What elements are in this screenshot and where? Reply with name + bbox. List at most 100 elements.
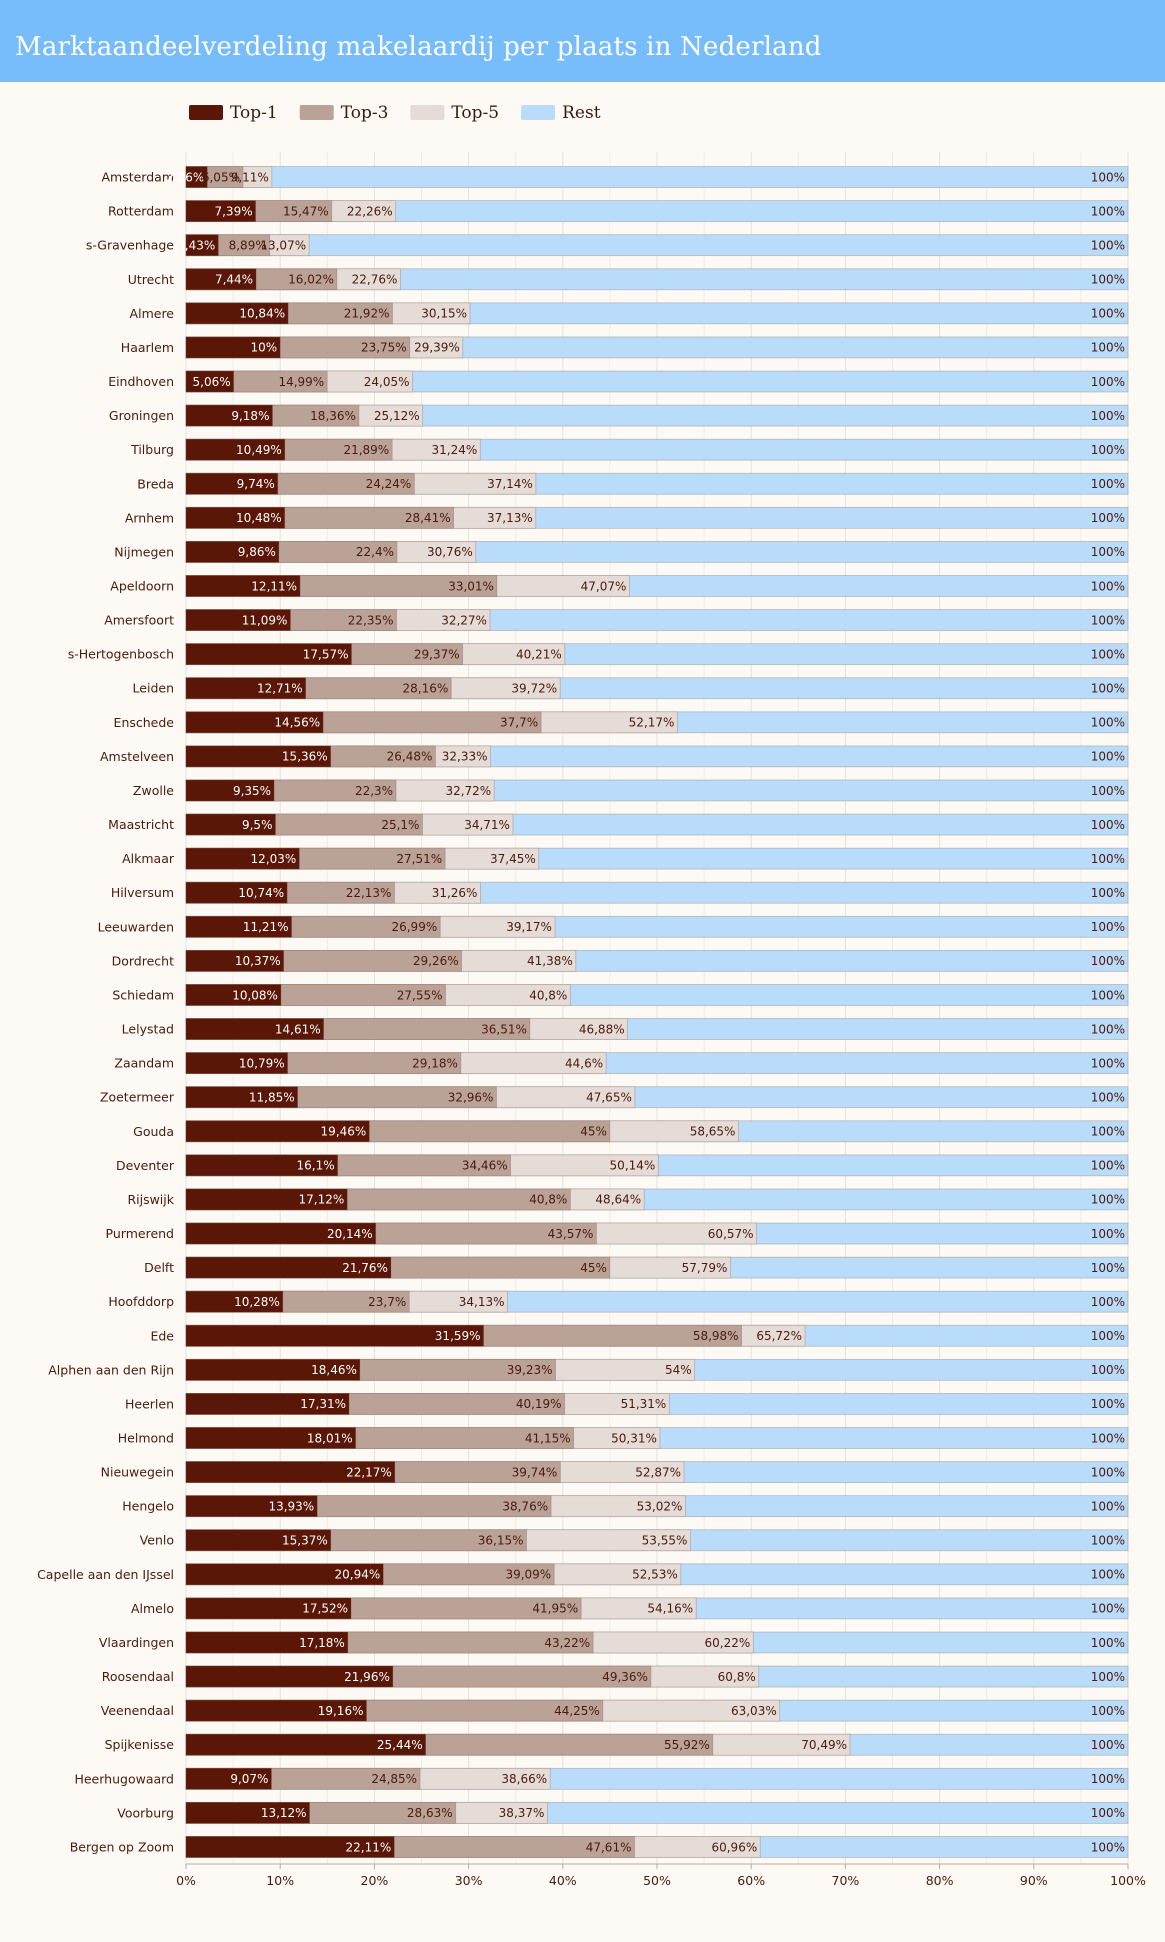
row-label: Voorburg bbox=[117, 1805, 174, 1820]
value-label-top1: 9,86% bbox=[238, 545, 276, 559]
value-label-rest: 100% bbox=[1091, 647, 1125, 661]
value-label-top1: 9,74% bbox=[237, 477, 275, 491]
value-label-rest: 100% bbox=[1091, 1159, 1125, 1173]
bar-row: Zoetermeer 11,85% 32,96% 47,65% 100% bbox=[100, 1086, 1129, 1109]
value-label-top3: 26,48% bbox=[387, 750, 433, 764]
value-label-top5: 37,45% bbox=[490, 852, 536, 866]
bar-top1 bbox=[185, 609, 291, 631]
value-label-rest: 100% bbox=[1091, 1193, 1125, 1207]
value-label-top1: 9,5% bbox=[242, 818, 273, 832]
bar-top1 bbox=[185, 1154, 339, 1177]
bar-top1 bbox=[185, 302, 289, 325]
bar-top1 bbox=[185, 506, 286, 529]
value-label-top5: 32,72% bbox=[445, 784, 491, 798]
value-label-rest: 100% bbox=[1091, 1022, 1125, 1036]
bar-row: Bergen op Zoom 22,11% 47,61% 60,96% 100% bbox=[70, 1836, 1129, 1858]
value-label-top5: 46,88% bbox=[579, 1022, 625, 1036]
value-label-top3: 32,96% bbox=[448, 1091, 494, 1105]
value-label-rest: 100% bbox=[1091, 1397, 1125, 1411]
bar-row: Nieuwegein 22,17% 39,74% 52,87% 100% bbox=[101, 1461, 1129, 1483]
value-label-top1: 10,84% bbox=[239, 307, 285, 321]
value-label-rest: 100% bbox=[1091, 613, 1125, 627]
bar-top1 bbox=[185, 1086, 299, 1109]
row-label: Vlaardingen bbox=[99, 1635, 174, 1650]
bar-top1 bbox=[185, 1324, 484, 1347]
value-label-top1: 17,31% bbox=[300, 1397, 346, 1411]
value-label-top5: 37,13% bbox=[487, 511, 533, 525]
value-label-rest: 100% bbox=[1091, 1499, 1125, 1513]
bar-top1 bbox=[185, 779, 275, 802]
value-label-top3: 58,98% bbox=[693, 1329, 739, 1343]
value-label-top3: 22,35% bbox=[348, 613, 394, 627]
value-label-top3: 39,09% bbox=[505, 1568, 551, 1582]
value-label-top3: 37,7% bbox=[500, 716, 538, 730]
value-label-top1: 17,12% bbox=[299, 1193, 345, 1207]
value-label-top3: 18,36% bbox=[310, 409, 356, 423]
value-label-rest: 100% bbox=[1091, 1227, 1125, 1241]
bar-row: Venlo 15,37% 36,15% 53,55% 100% bbox=[140, 1529, 1129, 1552]
bar-row: Vlaardingen 17,18% 43,22% 60,22% 100% bbox=[99, 1631, 1129, 1654]
value-label-rest: 100% bbox=[1091, 1704, 1125, 1718]
bar-row: Zaandam 10,79% 29,18% 44,6% 100% bbox=[114, 1052, 1129, 1075]
bar-top1 bbox=[185, 1222, 377, 1245]
value-label-top1: 10,79% bbox=[239, 1056, 285, 1070]
bar-row: Heerhugowaard 9,07% 24,85% 38,66% 100% bbox=[74, 1767, 1129, 1790]
value-label-top5: 31,24% bbox=[432, 443, 478, 457]
value-label-top5: 38,66% bbox=[501, 1772, 547, 1786]
value-label-top5: 39,72% bbox=[511, 682, 557, 696]
value-label-top5: 50,31% bbox=[611, 1431, 657, 1445]
row-label: Ede bbox=[150, 1328, 174, 1343]
row-label: Purmerend bbox=[106, 1226, 174, 1241]
bar-row: Dordrecht 10,37% 29,26% 41,38% 100% bbox=[112, 949, 1129, 972]
row-label: Hengelo bbox=[122, 1499, 174, 1514]
value-label-top3: 28,63% bbox=[407, 1806, 453, 1820]
value-label-rest: 100% bbox=[1091, 545, 1125, 559]
value-label-top1: 14,56% bbox=[274, 716, 320, 730]
value-label-rest: 100% bbox=[1091, 784, 1125, 798]
row-label: Delft bbox=[144, 1260, 174, 1275]
bar-top1 bbox=[185, 1358, 361, 1381]
value-label-top5: 22,26% bbox=[347, 204, 393, 218]
value-label-top1: 21,96% bbox=[344, 1670, 390, 1684]
value-label-rest: 100% bbox=[1091, 852, 1125, 866]
bar-top1 bbox=[185, 1393, 350, 1415]
legend-label-top1: Top-1 bbox=[230, 103, 278, 123]
bar-row: Breda 9,74% 24,24% 37,14% 100% bbox=[137, 472, 1129, 495]
bar-top1 bbox=[185, 575, 301, 597]
bar-row: Maastricht 9,5% 25,1% 34,71% 100% bbox=[108, 813, 1129, 836]
value-label-top1: 7,39% bbox=[214, 204, 252, 218]
bar-row: Tilburg 10,49% 21,89% 31,24% 100% bbox=[130, 438, 1129, 461]
row-label: Nijmegen bbox=[114, 544, 174, 559]
bar-top1 bbox=[185, 1836, 395, 1858]
bar-row: Enschede 14,56% 37,7% 52,17% 100% bbox=[114, 711, 1129, 734]
bar-top1 bbox=[185, 1529, 332, 1552]
value-label-top3: 25,1% bbox=[381, 818, 419, 832]
bar-top1 bbox=[185, 1018, 325, 1040]
bar-top1 bbox=[185, 541, 280, 563]
value-label-top5: 52,53% bbox=[632, 1568, 678, 1582]
value-label-top3: 55,92% bbox=[664, 1738, 710, 1752]
value-label-rest: 100% bbox=[1091, 682, 1125, 696]
value-label-top5: 41,38% bbox=[527, 954, 573, 968]
value-label-top3: 23,75% bbox=[361, 341, 407, 355]
value-label-top1: 17,18% bbox=[299, 1636, 345, 1650]
value-label-top1: 15,36% bbox=[282, 750, 328, 764]
x-tick-label: 70% bbox=[832, 1873, 860, 1888]
bar-top1 bbox=[185, 1290, 284, 1313]
bar-row: Apeldoorn 12,11% 33,01% 47,07% 100% bbox=[110, 575, 1129, 597]
header-bar: Marktaandeelverdeling makelaardij per pl… bbox=[0, 0, 1165, 82]
value-label-top5: 31,26% bbox=[432, 886, 478, 900]
value-label-top5: 24,05% bbox=[364, 375, 410, 389]
value-label-top3: 22,3% bbox=[355, 784, 393, 798]
bar-top1 bbox=[185, 370, 235, 393]
value-label-top1: 11,85% bbox=[249, 1091, 295, 1105]
value-label-top1: 19,16% bbox=[318, 1704, 364, 1718]
value-label-rest: 100% bbox=[1091, 1261, 1125, 1275]
chart-x-axis: 0% 10% 20% 30% 40% 50% 60% 70% 80% 90% 100% bbox=[176, 1863, 1146, 1888]
value-label-top1: 14,61% bbox=[275, 1022, 321, 1036]
row-label: Haarlem bbox=[121, 340, 174, 355]
value-label-top1: 12,03% bbox=[251, 852, 297, 866]
row-label: s-Gravenhage bbox=[86, 238, 174, 253]
bar-row: Deventer 16,1% 34,46% 50,14% 100% bbox=[116, 1154, 1129, 1177]
